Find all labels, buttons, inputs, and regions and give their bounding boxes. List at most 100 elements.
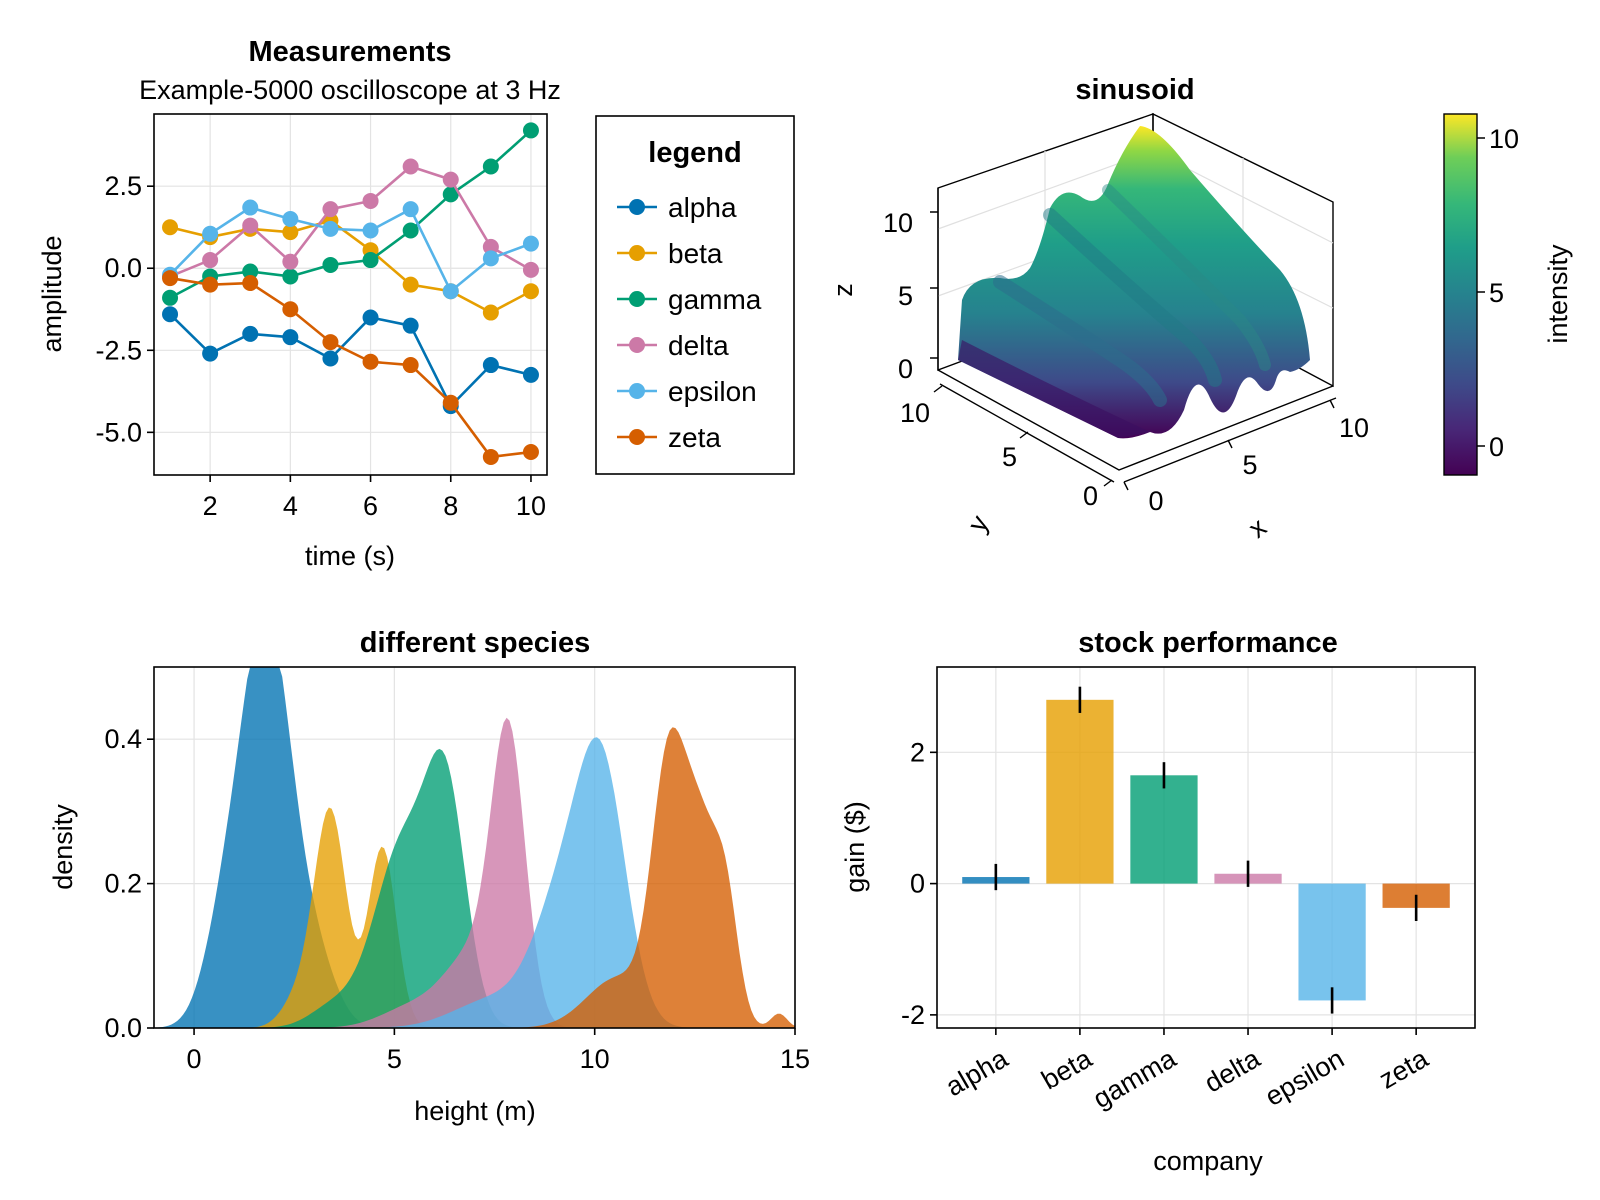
data-point-zeta [362, 353, 379, 370]
data-point-beta [522, 283, 539, 300]
y-tick-5: 5 [1002, 442, 1017, 472]
data-point-epsilon [242, 199, 259, 216]
series-line-epsilon [169, 206, 532, 294]
surface-front-shade [958, 340, 1150, 438]
series-line-beta [169, 219, 532, 315]
stock-plot-frame [936, 666, 1476, 1029]
species-y-axis-label: density [48, 804, 78, 890]
y-tick-label: 0 [910, 869, 925, 899]
x-tick-5: 5 [1242, 450, 1257, 480]
data-point-beta [162, 219, 179, 236]
x-tick-label: 10 [516, 491, 546, 521]
y-tick-label: 2.5 [104, 171, 142, 201]
x-tick-label: 6 [363, 491, 378, 521]
colorbar-gradient [1443, 113, 1478, 476]
surface-ridge-3 [1102, 184, 1271, 371]
y-tick-label: 0.4 [104, 724, 142, 754]
stock-error-bars [994, 686, 1418, 1014]
y-tick-label: 0.0 [104, 1013, 142, 1043]
legend-entry-epsilon: epsilon [617, 376, 757, 407]
legend-entry-beta: beta [617, 238, 723, 269]
legend-entry-gamma: gamma [617, 284, 762, 315]
x-tick-label: 5 [387, 1044, 402, 1074]
colorbar-tick-10: 10 [1489, 124, 1519, 154]
data-point-gamma [362, 252, 379, 269]
series-delta [162, 158, 539, 285]
x-tick-label-delta: delta [1199, 1043, 1266, 1099]
data-point-epsilon [362, 222, 379, 239]
data-point-epsilon [322, 220, 339, 237]
z-tick-10: 10 [883, 208, 913, 238]
data-point-delta [202, 252, 219, 269]
data-point-epsilon [442, 283, 459, 300]
legend-marker [629, 245, 645, 261]
series-epsilon [162, 199, 539, 300]
sinusoid-panel: sinusoid 10 5 0 10 5 0 0 [828, 74, 1573, 544]
series-zeta [162, 270, 539, 465]
surface-ridge-1 [993, 275, 1167, 407]
data-point-alpha [282, 329, 299, 346]
colorbar: 0 5 10 intensity [1443, 113, 1573, 476]
measurements-panel: Measurements Example-5000 oscilloscope a… [37, 36, 795, 571]
data-point-gamma [442, 186, 459, 203]
data-point-alpha [202, 345, 219, 362]
data-point-zeta [202, 276, 219, 293]
bar-epsilon [1298, 883, 1366, 1001]
legend-marker [629, 337, 645, 353]
data-point-epsilon [202, 225, 219, 242]
bar-gamma [1130, 775, 1198, 884]
stock-grid [937, 667, 1475, 1028]
data-point-delta [282, 253, 299, 270]
legend-box [595, 115, 795, 475]
x-tick-label-gamma: gamma [1088, 1043, 1182, 1114]
data-point-alpha [522, 366, 539, 383]
x-tick-label: 8 [443, 491, 458, 521]
data-point-zeta [322, 334, 339, 351]
data-point-alpha [482, 357, 499, 374]
data-point-zeta [442, 394, 459, 411]
surface-y-axis-label: y [962, 510, 995, 537]
data-point-delta [242, 217, 259, 234]
data-point-delta [322, 201, 339, 218]
legend-label: delta [668, 330, 729, 361]
data-point-gamma [242, 263, 259, 280]
y-tick-label: 0.0 [104, 253, 142, 283]
data-point-delta [482, 238, 499, 255]
legend-label: epsilon [668, 376, 757, 407]
colorbar-label: intensity [1543, 244, 1573, 344]
measurements-x-ticks: 2 4 6 8 10 [203, 475, 546, 521]
measurements-title: Measurements [248, 36, 451, 68]
legend-label: gamma [668, 284, 762, 315]
species-plot-frame [153, 666, 796, 1029]
x-tick-label: 15 [780, 1044, 810, 1074]
measurements-y-axis-label: amplitude [37, 235, 67, 352]
x-tick-label: 4 [283, 491, 298, 521]
x-tick-label: 10 [580, 1044, 610, 1074]
legend-title: legend [648, 137, 741, 169]
data-point-alpha [362, 309, 379, 326]
floor-edges [937, 369, 1334, 471]
legend-marker [629, 199, 645, 215]
x-tick-0: 0 [1148, 486, 1163, 516]
legend-marker [629, 429, 645, 445]
x-tick-10: 10 [1339, 413, 1369, 443]
y-tick-10: 10 [900, 398, 930, 428]
y-tick-label: -5.0 [95, 417, 142, 447]
data-point-delta [362, 192, 379, 209]
series-line-alpha [169, 313, 532, 409]
data-point-beta [282, 224, 299, 241]
y-tick-label: -2.5 [95, 335, 142, 365]
z-tick-5: 5 [898, 281, 913, 311]
sinusoid-title: sinusoid [1075, 74, 1194, 106]
x-tick-label: 2 [203, 491, 218, 521]
measurements-plot-frame [153, 113, 548, 476]
surface-x-axis-label: x [1243, 512, 1273, 544]
x-tick-label-zeta: zeta [1374, 1043, 1434, 1095]
legend-marker [629, 291, 645, 307]
measurements-y-ticks: 2.5 0.0 -2.5 -5.0 [95, 171, 154, 447]
series-gamma [162, 122, 539, 306]
data-point-gamma [322, 256, 339, 273]
legend-label: beta [668, 238, 723, 269]
y-tick-0: 0 [1083, 481, 1098, 511]
legend-marker [629, 383, 645, 399]
